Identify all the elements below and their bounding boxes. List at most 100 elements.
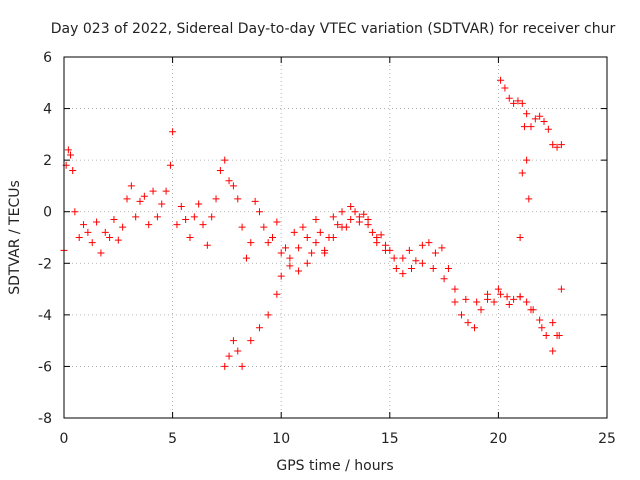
chart-title: Day 023 of 2022, Sidereal Day-to-day VTE…: [51, 21, 616, 37]
data-point: [451, 298, 459, 306]
data-point: [364, 221, 372, 229]
data-point: [269, 234, 277, 241]
data-point: [106, 234, 114, 241]
data-point: [255, 324, 263, 332]
data-point: [166, 161, 174, 169]
data-point: [234, 347, 242, 355]
data-point: [247, 337, 255, 345]
y-axis-label: SDTVAR / TECUs: [7, 180, 23, 295]
data-point: [505, 94, 513, 102]
data-point: [444, 264, 452, 272]
data-point: [477, 306, 485, 314]
data-point: [501, 84, 509, 92]
data-point: [182, 215, 190, 223]
data-point: [64, 146, 72, 154]
data-point: [542, 331, 550, 339]
data-point: [329, 213, 337, 221]
plot-frame: [63, 56, 608, 419]
data-point: [286, 254, 294, 262]
axis-ticks: 0 5 10 15 20 25 -8 -6 -4 -2 0 2 4 6: [38, 50, 616, 447]
data-point: [431, 249, 439, 257]
data-point: [399, 254, 407, 262]
data-point: [510, 295, 518, 303]
data-point: [494, 285, 502, 293]
data-point: [347, 203, 355, 211]
data-point: [234, 195, 242, 203]
data-point: [418, 241, 426, 249]
data-point: [392, 264, 400, 272]
data-point: [316, 228, 324, 236]
data-point: [299, 223, 307, 231]
data-point: [518, 169, 526, 177]
data-point: [429, 264, 437, 272]
data-point: [273, 218, 281, 226]
y-tick-label: -6: [38, 359, 52, 375]
data-point: [177, 203, 185, 211]
data-point: [303, 234, 311, 241]
data-point: [149, 187, 157, 195]
data-point: [238, 362, 246, 370]
data-point: [462, 295, 470, 303]
x-tick-label: 15: [381, 431, 399, 447]
data-point: [555, 331, 563, 339]
data-point: [523, 110, 531, 118]
data-point: [553, 143, 561, 151]
data-point: [412, 257, 420, 265]
data-point: [438, 244, 446, 252]
data-point: [238, 223, 246, 231]
data-point: [490, 298, 498, 306]
data-point: [540, 117, 548, 125]
data-point: [360, 210, 368, 218]
data-point: [190, 213, 198, 221]
x-tick-label: 0: [60, 431, 69, 447]
data-point: [282, 244, 290, 252]
data-point: [527, 306, 535, 314]
data-point: [140, 192, 148, 200]
data-point: [334, 221, 342, 229]
data-point: [286, 262, 294, 270]
data-point: [162, 187, 170, 195]
data-point: [312, 239, 320, 247]
data-point: [536, 112, 544, 120]
data-point: [377, 231, 385, 239]
data-point: [368, 228, 376, 236]
data-point: [229, 182, 237, 190]
data-point: [295, 267, 303, 275]
data-point: [549, 347, 557, 355]
data-point: [229, 337, 237, 345]
data-point: [132, 213, 140, 221]
data-point: [295, 244, 303, 252]
data-point: [169, 128, 177, 136]
data-point: [69, 166, 77, 174]
y-tick-label: -2: [38, 256, 52, 272]
y-tick-label: 6: [43, 50, 52, 66]
data-point: [347, 215, 355, 223]
data-point: [186, 234, 194, 241]
data-markers: [60, 76, 565, 370]
data-point: [153, 213, 161, 221]
data-point: [251, 197, 259, 205]
data-point: [173, 221, 181, 229]
data-point: [277, 249, 285, 257]
data-point: [67, 151, 75, 159]
data-point: [390, 254, 398, 262]
data-point: [290, 228, 298, 236]
data-point: [212, 195, 220, 203]
data-point: [225, 352, 233, 360]
data-point: [557, 285, 565, 293]
data-point: [538, 324, 546, 332]
data-point: [497, 76, 505, 84]
data-point: [93, 218, 101, 226]
data-point: [338, 223, 346, 231]
data-point: [505, 301, 513, 309]
data-point: [484, 290, 492, 298]
data-point: [549, 141, 557, 149]
data-point: [277, 272, 285, 280]
data-point: [308, 249, 316, 257]
data-point: [199, 221, 207, 229]
y-tick-label: -4: [38, 308, 52, 324]
y-tick-label: 2: [43, 153, 52, 169]
data-point: [136, 197, 144, 205]
data-point: [273, 290, 281, 298]
